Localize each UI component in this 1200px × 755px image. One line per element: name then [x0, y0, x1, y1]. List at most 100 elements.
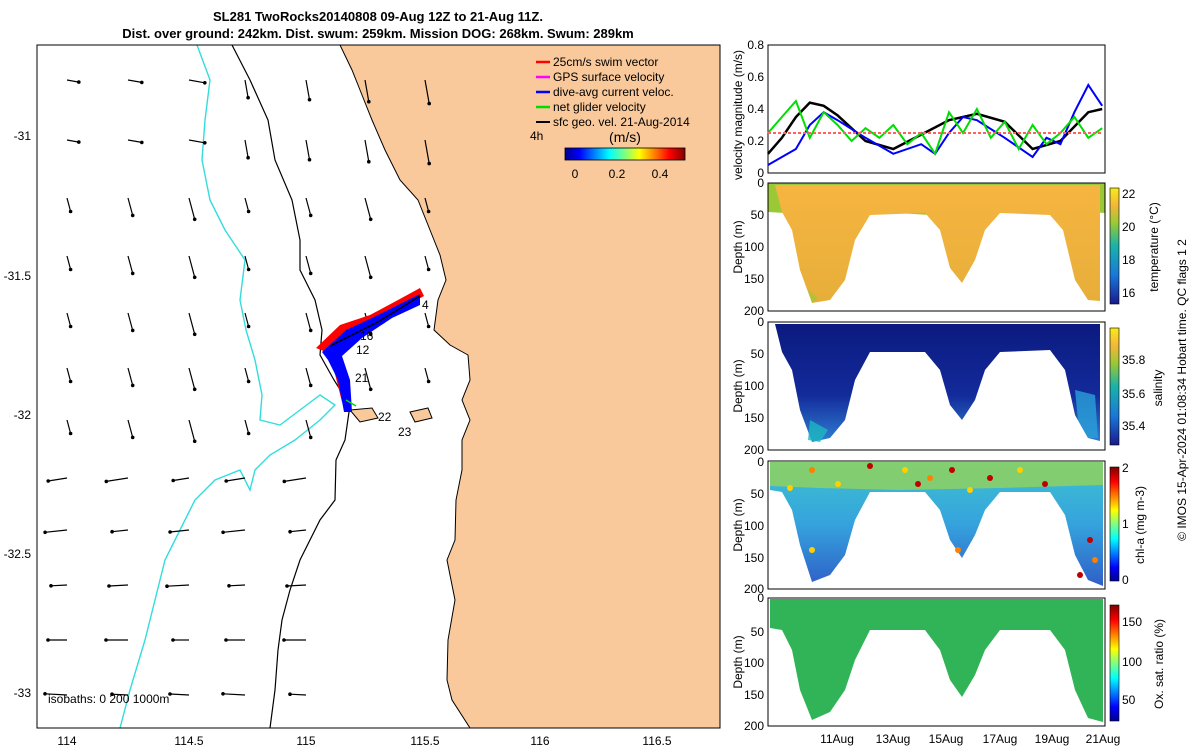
geo-vector-head [68, 379, 73, 384]
chla-colorbar-tick: 2 [1122, 461, 1129, 475]
geo-vector-arrow [305, 79, 311, 100]
geo-vector-arrow [284, 477, 307, 482]
geo-vector-arrow [188, 197, 196, 220]
temperature-cold-patch [808, 290, 818, 303]
oxygen-colorbar-tick: 100 [1122, 655, 1142, 669]
speed-colorbar-title: (m/s) [609, 129, 641, 145]
geo-vector-arrow [127, 255, 134, 274]
geo-vector-head [43, 692, 47, 696]
geo-vector-head [104, 479, 109, 484]
speed-colorbar: (m/s) 0 0.2 0.4 [564, 129, 686, 181]
geo-vector-arrow [188, 139, 205, 144]
chla-point [867, 463, 873, 469]
chla-surface-band [770, 462, 1103, 490]
oxygen-y-tick: 50 [751, 625, 765, 639]
geo-vector-arrow [290, 529, 307, 533]
geo-vector-head [192, 439, 197, 444]
temperature-section [775, 185, 1100, 303]
oxygen-colorbar-tick: 50 [1122, 693, 1136, 707]
geo-vector-head [367, 159, 371, 164]
chla-point [915, 481, 921, 487]
geo-vector-head [368, 275, 373, 280]
chla-point [809, 467, 815, 473]
map-legend: 25cm/s swim vector GPS surface velocity … [530, 55, 690, 143]
map-y-tick-label: -33 [14, 686, 32, 700]
geo-vector-arrow [305, 419, 312, 438]
geo-vector-arrow [305, 367, 312, 386]
chla-point [1017, 467, 1023, 473]
geo-vector-head [308, 271, 313, 276]
geo-vector-head [192, 217, 197, 222]
salinity-colorbar-tick: 35.6 [1122, 387, 1146, 401]
chla-colorbar [1109, 466, 1120, 582]
geo-vector-arrow [169, 693, 190, 696]
footer-credit: © IMOS 15-Apr-2024 01:08:34 Hobart time.… [1175, 239, 1189, 541]
temperature-colorbar-tick: 16 [1122, 286, 1136, 300]
geo-vector-arrow [424, 79, 430, 104]
legend-label-net: net glider velocity [553, 100, 646, 114]
chla-point [967, 487, 973, 493]
map-y-axis: -31 -31.5 -32 -32.5 -33 [4, 129, 32, 700]
geo-vector-arrow [188, 419, 196, 442]
temperature-y-tick: 100 [744, 240, 764, 254]
chla-surface-points [787, 463, 1098, 578]
map-y-tick-label: -32.5 [4, 547, 32, 561]
geo-vector-arrow [127, 312, 134, 331]
geo-vector-head [165, 584, 169, 588]
map-x-tick-label: 116 [530, 734, 549, 748]
geo-vector-head [107, 584, 111, 588]
track-label: 23 [398, 425, 412, 439]
oxygen-y-tick: 150 [744, 688, 764, 702]
geo-vector-arrow [66, 197, 72, 212]
geo-vector-head [221, 692, 225, 696]
geo-vector-head [246, 95, 250, 100]
track-label: 12 [356, 343, 370, 357]
date-tick: 19Aug [1035, 732, 1070, 746]
chla-colorbar-tick: 0 [1122, 573, 1129, 587]
date-tick: 21Aug [1086, 732, 1121, 746]
geo-vector-head [367, 99, 371, 104]
temperature-panel: 0 50 100 150 200 Depth (m) 16 18 20 22 t… [731, 176, 1161, 318]
temperature-y-tick: 0 [757, 176, 764, 190]
chla-y-tick: 100 [744, 519, 764, 533]
geo-vector-arrow [305, 139, 311, 160]
geo-vector-arrow [44, 693, 68, 696]
chla-y-label: Depth (m) [731, 498, 745, 551]
geo-vector-arrow [108, 584, 129, 587]
chla-y-tick: 50 [751, 487, 765, 501]
geo-vector-head [192, 387, 197, 392]
geo-vector-arrow [244, 255, 250, 270]
geo-vector-arrow [244, 139, 249, 158]
figure-title-line2: Dist. over ground: 242km. Dist. swum: 25… [122, 26, 634, 41]
chla-y-tick: 150 [744, 551, 764, 565]
geo-vector-arrow [424, 367, 430, 382]
geo-vector-head [46, 479, 50, 483]
temperature-colorbar-tick: 22 [1122, 187, 1136, 201]
sfc-geo-velocity-field [43, 79, 432, 696]
salinity-section [775, 324, 1100, 442]
oxygen-y-tick: 0 [757, 591, 764, 605]
salinity-y-tick: 0 [757, 315, 764, 329]
geo-vector-head [427, 161, 432, 166]
map-x-tick-label: 115 [296, 734, 315, 748]
map-x-axis: 114 114.5 115 115.5 116 116.5 [57, 734, 671, 748]
temperature-colorbar-tick: 18 [1122, 253, 1136, 267]
geo-vector-arrow [127, 139, 142, 143]
geo-vector-arrow [244, 197, 250, 212]
geo-vector-head [68, 267, 73, 272]
geo-vector-head [168, 692, 172, 696]
geo-vector-head [285, 584, 289, 588]
salinity-colorbar-label: salinity [1151, 370, 1165, 407]
track-label: 4 [422, 298, 429, 312]
map-y-tick-label: -32 [14, 408, 32, 422]
geo-vector-arrow [424, 312, 430, 327]
geo-vector-head [130, 328, 135, 333]
geo-vector-head [307, 157, 312, 162]
geo-vector-head [110, 529, 114, 534]
salinity-colorbar-tick: 35.4 [1122, 419, 1146, 433]
temperature-colorbar-label: temperature (°C) [1147, 202, 1161, 292]
geo-vector-head [192, 275, 197, 280]
geo-vector-head [130, 435, 135, 440]
geo-vector-head [221, 530, 225, 535]
map-x-tick-label: 116.5 [642, 734, 671, 748]
